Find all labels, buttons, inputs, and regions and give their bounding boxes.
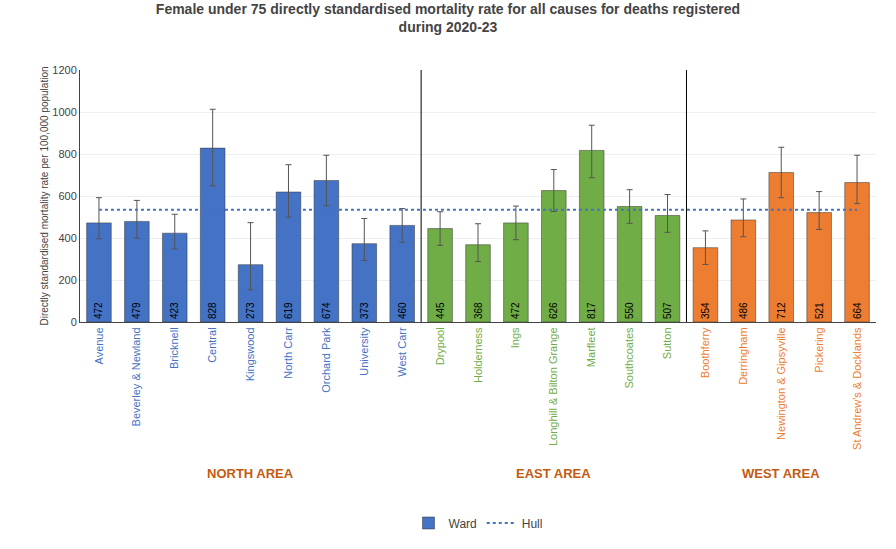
svg-text:354: 354 xyxy=(700,302,711,319)
svg-text:Ings: Ings xyxy=(509,327,521,348)
svg-text:Holderness: Holderness xyxy=(472,327,484,383)
svg-text:626: 626 xyxy=(548,302,559,319)
svg-text:1200: 1200 xyxy=(52,64,76,76)
svg-text:EAST AREA: EAST AREA xyxy=(516,466,591,481)
svg-text:Directly standardised mortalit: Directly standardised mortality rate per… xyxy=(39,66,50,325)
svg-text:Avenue: Avenue xyxy=(93,327,105,364)
svg-text:445: 445 xyxy=(435,302,446,319)
svg-text:828: 828 xyxy=(207,302,218,319)
svg-text:Newington & Gipsyville: Newington & Gipsyville xyxy=(775,327,787,440)
svg-text:North Carr: North Carr xyxy=(282,327,294,379)
svg-text:472: 472 xyxy=(93,302,104,319)
svg-text:800: 800 xyxy=(58,148,76,160)
svg-text:400: 400 xyxy=(58,232,76,244)
svg-text:507: 507 xyxy=(662,302,673,319)
svg-text:NORTH AREA: NORTH AREA xyxy=(207,466,294,481)
svg-text:Drypool: Drypool xyxy=(434,327,446,365)
svg-text:373: 373 xyxy=(359,302,370,319)
svg-text:521: 521 xyxy=(814,302,825,319)
svg-text:St Andrew's & Docklands: St Andrew's & Docklands xyxy=(851,327,863,450)
svg-text:Marfleet: Marfleet xyxy=(585,327,597,367)
svg-text:619: 619 xyxy=(283,302,294,319)
svg-text:Pickering: Pickering xyxy=(813,327,825,372)
svg-text:Longhill & Bilton Grange: Longhill & Bilton Grange xyxy=(547,327,559,446)
svg-text:Sutton: Sutton xyxy=(661,327,673,359)
svg-text:Bricknell: Bricknell xyxy=(168,327,180,369)
svg-text:423: 423 xyxy=(169,302,180,319)
svg-text:200: 200 xyxy=(58,274,76,286)
svg-text:0: 0 xyxy=(71,316,77,328)
svg-text:486: 486 xyxy=(738,302,749,319)
svg-text:817: 817 xyxy=(586,302,597,319)
svg-text:West Carr: West Carr xyxy=(396,327,408,377)
svg-text:479: 479 xyxy=(131,302,142,319)
svg-text:Derringham: Derringham xyxy=(737,327,749,384)
svg-text:Beverley & Newland: Beverley & Newland xyxy=(130,327,142,426)
svg-text:University: University xyxy=(358,327,370,376)
svg-text:674: 674 xyxy=(321,302,332,319)
svg-text:368: 368 xyxy=(473,302,484,319)
svg-text:Hull: Hull xyxy=(522,517,543,531)
svg-text:460: 460 xyxy=(397,302,408,319)
svg-text:472: 472 xyxy=(510,302,521,319)
svg-text:Southcoates: Southcoates xyxy=(623,327,635,389)
svg-text:Central: Central xyxy=(206,327,218,362)
svg-text:Ward: Ward xyxy=(449,517,477,531)
svg-text:Boothferry: Boothferry xyxy=(699,327,711,378)
svg-text:712: 712 xyxy=(776,302,787,319)
svg-text:Kingswood: Kingswood xyxy=(244,327,256,381)
svg-text:WEST AREA: WEST AREA xyxy=(742,466,820,481)
svg-text:Female under 75 directly stand: Female under 75 directly standardised mo… xyxy=(156,1,740,35)
svg-text:273: 273 xyxy=(245,302,256,319)
svg-text:600: 600 xyxy=(58,190,76,202)
svg-text:664: 664 xyxy=(852,302,863,319)
svg-text:Orchard Park: Orchard Park xyxy=(320,327,332,393)
svg-text:1000: 1000 xyxy=(52,106,76,118)
svg-text:550: 550 xyxy=(624,302,635,319)
